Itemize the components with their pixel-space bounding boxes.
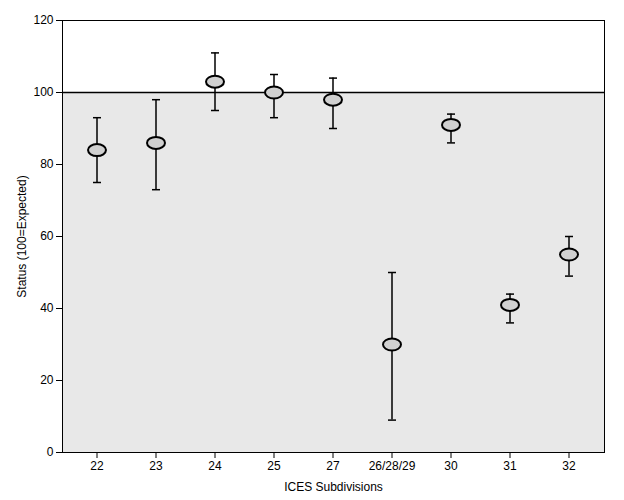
svg-text:23: 23 [149,459,163,473]
svg-text:30: 30 [444,459,458,473]
svg-text:Status (100=Expected): Status (100=Expected) [15,175,29,297]
svg-text:60: 60 [40,229,54,243]
svg-text:100: 100 [33,85,53,99]
svg-text:ICES Subdivisions: ICES Subdivisions [284,480,383,494]
svg-text:20: 20 [40,373,54,387]
svg-text:31: 31 [503,459,517,473]
svg-text:24: 24 [208,459,222,473]
svg-text:27: 27 [326,459,340,473]
svg-text:80: 80 [40,157,54,171]
svg-text:0: 0 [47,445,54,459]
svg-text:25: 25 [267,459,281,473]
svg-text:40: 40 [40,301,54,315]
svg-text:22: 22 [90,459,104,473]
svg-text:120: 120 [33,13,53,27]
svg-text:32: 32 [562,459,576,473]
svg-text:26/28/29: 26/28/29 [369,459,416,473]
